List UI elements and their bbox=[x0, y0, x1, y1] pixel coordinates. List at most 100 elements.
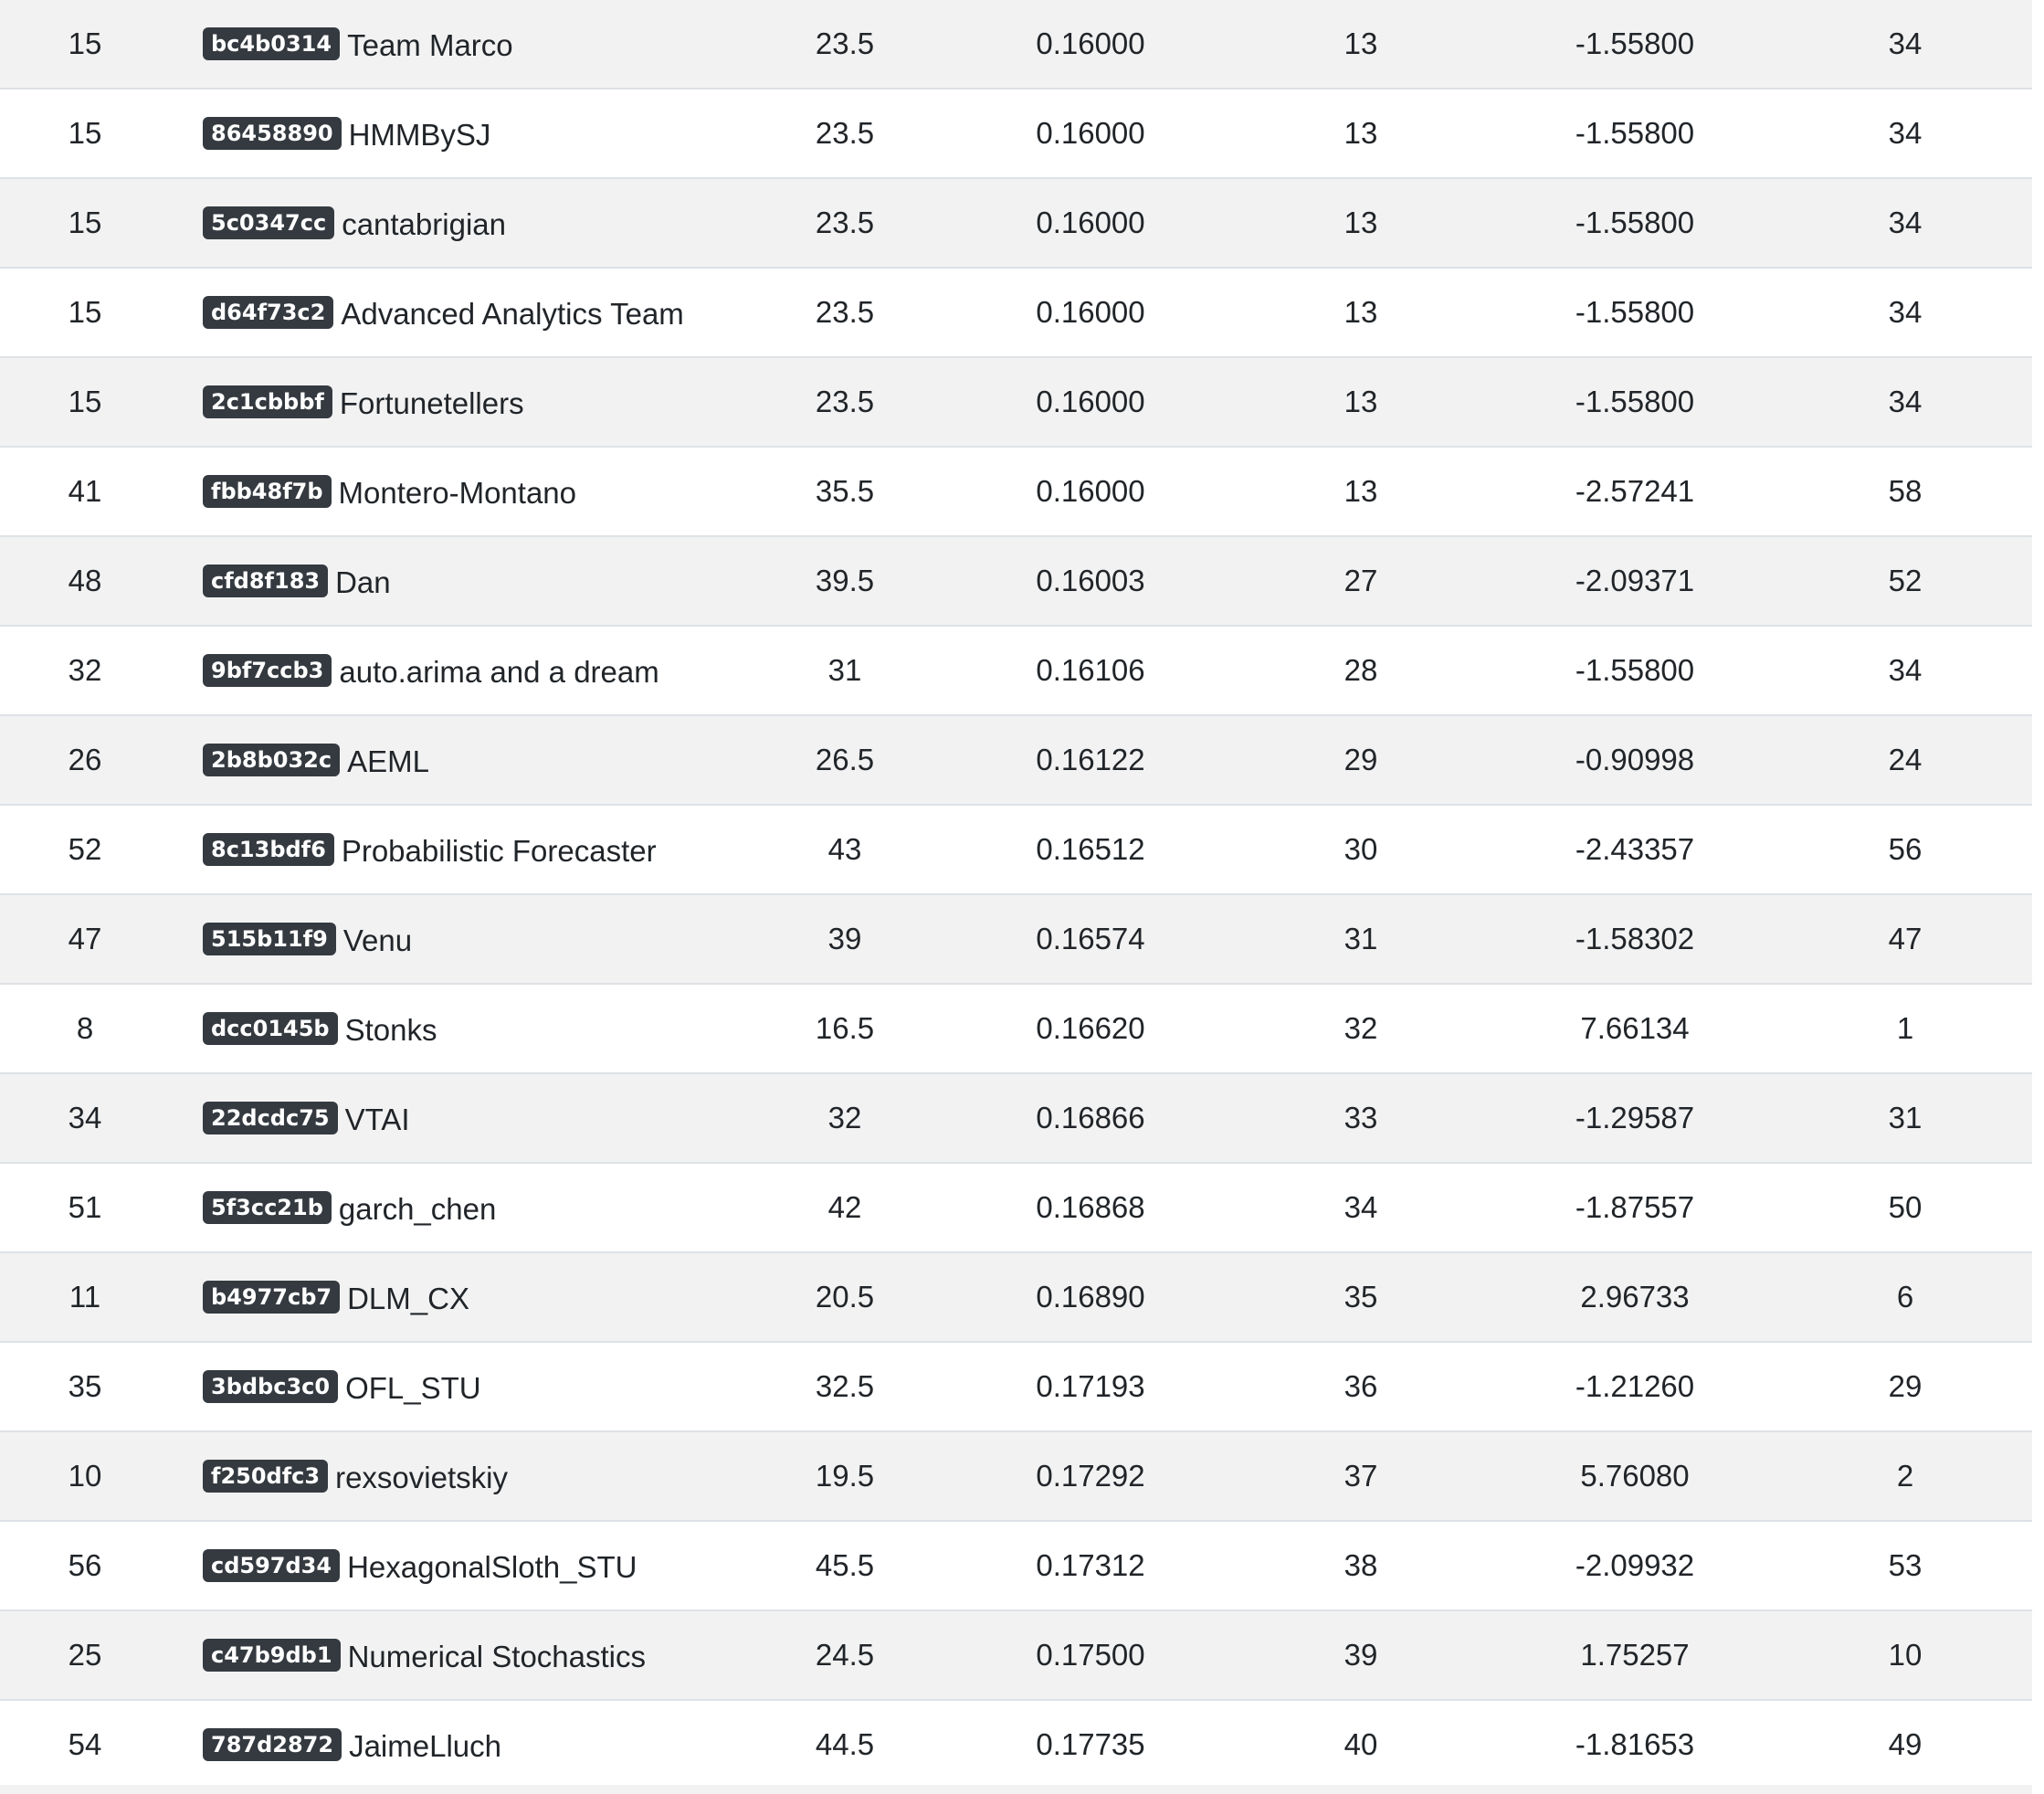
team-name: rexsovietskiy bbox=[335, 1461, 508, 1495]
rps-score-cell: 0.16106 bbox=[1036, 653, 1145, 687]
team-cell: 86458890 HMMBySJ bbox=[203, 90, 490, 177]
rps-rank-cell: 36 bbox=[1343, 1369, 1378, 1403]
ir-rank-cell: 10 bbox=[1888, 1638, 1923, 1672]
rps-rank-cell: 37 bbox=[1343, 1459, 1378, 1493]
rps-score-cell: 0.17193 bbox=[1036, 1369, 1145, 1403]
rps-score-cell: 0.17312 bbox=[1036, 1548, 1145, 1582]
team-cell: 2b8b032c AEML bbox=[203, 716, 429, 804]
ir-score-cell: -1.55800 bbox=[1575, 385, 1695, 418]
rps-score-cell: 0.17500 bbox=[1036, 1638, 1145, 1672]
team-cell: cd597d34 HexagonalSloth_STU bbox=[203, 1522, 637, 1609]
team-cell: 5c0347cc cantabrigian bbox=[203, 179, 506, 267]
overall-rank-cell: 54 bbox=[68, 1727, 102, 1761]
rps-score-cell: 0.16890 bbox=[1036, 1280, 1145, 1314]
overall-rank-cell: 52 bbox=[68, 832, 102, 866]
ir-rank-cell: 34 bbox=[1888, 26, 1923, 60]
rps-rank-cell: 34 bbox=[1343, 1190, 1378, 1224]
rps-score-cell: 0.16000 bbox=[1036, 295, 1145, 329]
overall-rank-cell: 35 bbox=[68, 1369, 102, 1403]
team-id-badge: f250dfc3 bbox=[203, 1460, 329, 1493]
rps-score-cell: 0.16620 bbox=[1036, 1011, 1145, 1045]
team-id-badge: 515b11f9 bbox=[203, 923, 336, 956]
overall-rank-cell: 32 bbox=[68, 653, 102, 687]
team-name: auto.arima and a dream bbox=[339, 655, 659, 690]
ir-rank-cell: 34 bbox=[1888, 116, 1923, 150]
average-rank-cell: 32.5 bbox=[815, 1369, 875, 1403]
team-id-badge: fbb48f7b bbox=[203, 475, 332, 509]
average-rank-cell: 45.5 bbox=[815, 1548, 875, 1582]
rps-score-cell: 0.16003 bbox=[1036, 564, 1145, 597]
table-row: 41 35.5 0.16000 13 -2.57241 58 fbb48f7b Montero… bbox=[0, 448, 2032, 537]
team-id-badge: 2c1cbbbf bbox=[203, 385, 332, 419]
team-id-badge: 22dcdc75 bbox=[203, 1102, 338, 1135]
ir-score-cell: 2.96733 bbox=[1580, 1280, 1690, 1314]
rps-rank-cell: 35 bbox=[1343, 1280, 1378, 1314]
ir-score-cell: -2.43357 bbox=[1575, 832, 1695, 866]
team-id-badge: 9bf7ccb3 bbox=[203, 654, 332, 688]
table-row: 10 19.5 0.17292 37 5.76080 2 f250dfc3 rexsoviet… bbox=[0, 1432, 2032, 1522]
ir-rank-cell: 56 bbox=[1888, 832, 1923, 866]
team-cell: 9bf7ccb3 auto.arima and a dream bbox=[203, 627, 659, 714]
overall-rank-cell: 34 bbox=[68, 1101, 102, 1134]
rps-rank-cell: 13 bbox=[1343, 385, 1378, 418]
team-name: Team Marco bbox=[347, 28, 513, 63]
team-name: HMMBySJ bbox=[348, 118, 491, 153]
ir-rank-cell: 49 bbox=[1888, 1727, 1923, 1761]
ir-rank-cell: 2 bbox=[1896, 1459, 1914, 1493]
team-id-badge: 5f3cc21b bbox=[203, 1191, 332, 1225]
rps-rank-cell: 28 bbox=[1343, 653, 1378, 687]
team-cell: 22dcdc75 VTAI bbox=[203, 1074, 410, 1162]
team-cell: 8c13bdf6 Probabilistic Forecaster bbox=[203, 806, 657, 893]
ir-rank-cell: 53 bbox=[1888, 1548, 1923, 1582]
team-name: garch_chen bbox=[338, 1192, 497, 1227]
ir-score-cell: 1.75257 bbox=[1580, 1638, 1690, 1672]
ir-score-cell: 5.76080 bbox=[1580, 1459, 1690, 1493]
team-name: VTAI bbox=[344, 1103, 410, 1137]
rps-score-cell: 0.16122 bbox=[1036, 743, 1145, 776]
team-id-badge: b4977cb7 bbox=[203, 1281, 341, 1314]
average-rank-cell: 31 bbox=[827, 653, 862, 687]
table-row: 34 32 0.16866 33 -1.29587 31 22dcdc75 VTAI bbox=[0, 1074, 2032, 1164]
rps-rank-cell: 13 bbox=[1343, 206, 1378, 239]
ir-score-cell: -1.55800 bbox=[1575, 653, 1695, 687]
team-id-badge: dcc0145b bbox=[203, 1012, 338, 1046]
average-rank-cell: 26.5 bbox=[815, 743, 875, 776]
rps-rank-cell: 38 bbox=[1343, 1548, 1378, 1582]
team-id-badge: 8c13bdf6 bbox=[203, 833, 334, 867]
ir-score-cell: -2.09371 bbox=[1575, 564, 1695, 597]
table-row: 15 23.5 0.16000 13 -1.55800 34 bc4b0314 Team Ma… bbox=[0, 0, 2032, 90]
overall-rank-cell: 26 bbox=[68, 743, 102, 776]
rps-rank-cell: 31 bbox=[1343, 922, 1378, 955]
team-name: AEML bbox=[347, 744, 429, 779]
average-rank-cell: 43 bbox=[827, 832, 862, 866]
table-row: 15 23.5 0.16000 13 -1.55800 34 2c1cbbbf Fortune… bbox=[0, 358, 2032, 448]
team-id-badge: 86458890 bbox=[203, 117, 342, 151]
rps-score-cell: 0.16000 bbox=[1036, 116, 1145, 150]
average-rank-cell: 23.5 bbox=[815, 26, 875, 60]
rps-rank-cell: 39 bbox=[1343, 1638, 1378, 1672]
overall-rank-cell: 15 bbox=[68, 26, 102, 60]
average-rank-cell: 44.5 bbox=[815, 1727, 875, 1761]
ir-score-cell: -1.87557 bbox=[1575, 1190, 1695, 1224]
rps-score-cell: 0.17735 bbox=[1036, 1727, 1145, 1761]
ir-score-cell: -1.58302 bbox=[1575, 922, 1695, 955]
rps-rank-cell: 13 bbox=[1343, 474, 1378, 508]
team-cell: 515b11f9 Venu bbox=[203, 895, 412, 983]
team-id-badge: 5c0347cc bbox=[203, 206, 335, 240]
rps-score-cell: 0.17292 bbox=[1036, 1459, 1145, 1493]
rps-rank-cell: 13 bbox=[1343, 116, 1378, 150]
rps-rank-cell: 29 bbox=[1343, 743, 1378, 776]
rps-score-cell: 0.16866 bbox=[1036, 1101, 1145, 1134]
table-row: 11 20.5 0.16890 35 2.96733 6 b4977cb7 DLM_CX bbox=[0, 1253, 2032, 1343]
team-cell: 3bdbc3c0 OFL_STU bbox=[203, 1343, 481, 1430]
ir-rank-cell: 58 bbox=[1888, 474, 1923, 508]
team-name: JaimeLluch bbox=[349, 1729, 501, 1764]
table-row: 26 26.5 0.16122 29 -0.90998 24 2b8b032c AEML bbox=[0, 716, 2032, 806]
table-row: 52 43 0.16512 30 -2.43357 56 8c13bdf6 Probabili… bbox=[0, 806, 2032, 895]
team-name: cantabrigian bbox=[342, 207, 506, 242]
ir-score-cell: -1.81653 bbox=[1575, 1727, 1695, 1761]
average-rank-cell: 39 bbox=[827, 922, 862, 955]
rps-score-cell: 0.16000 bbox=[1036, 206, 1145, 239]
ir-score-cell: -0.90998 bbox=[1575, 743, 1695, 776]
team-cell: c47b9db1 Numerical Stochastics bbox=[203, 1611, 646, 1699]
